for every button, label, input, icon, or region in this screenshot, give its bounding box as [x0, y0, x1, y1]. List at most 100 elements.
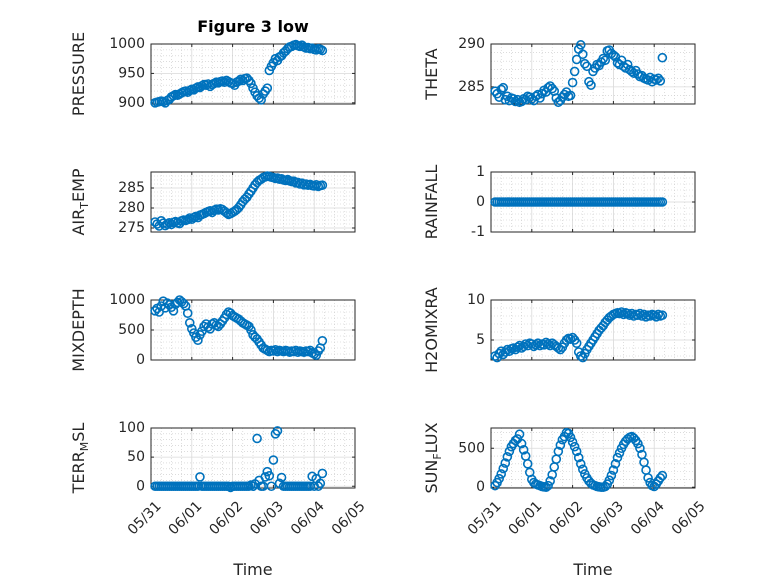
data-point — [565, 90, 576, 101]
data-point — [549, 462, 560, 472]
data-point — [651, 311, 662, 322]
data-point — [520, 339, 531, 349]
series-markers — [150, 171, 328, 231]
y-axis-label: RAINFALL — [422, 165, 441, 240]
data-point — [641, 465, 651, 475]
data-point — [553, 343, 564, 353]
y-tick-label: 500 — [458, 440, 485, 456]
y-tick-label: 950 — [118, 65, 145, 81]
data-point — [643, 473, 653, 483]
data-point — [512, 342, 523, 353]
data-point — [577, 464, 588, 475]
data-point — [655, 473, 666, 483]
data-point — [569, 66, 580, 77]
series-markers — [490, 427, 668, 493]
axes-box — [150, 43, 356, 105]
x-tick-label: 06/05 — [329, 498, 369, 538]
data-point — [547, 83, 558, 94]
data-point — [522, 459, 533, 469]
data-point — [498, 82, 509, 93]
data-point — [233, 76, 244, 86]
data-point — [606, 470, 617, 481]
data-point — [500, 458, 511, 468]
y-tick-label: 290 — [458, 36, 485, 52]
y-axis-label: AIRTEMP — [69, 168, 91, 235]
y-tick-label: 1000 — [109, 292, 145, 308]
data-point — [317, 335, 328, 346]
data-point — [586, 80, 596, 90]
data-point — [252, 433, 262, 444]
data-point — [653, 73, 664, 84]
y-axis-label: PRESSURE — [69, 32, 88, 116]
data-point — [596, 323, 606, 333]
data-point — [496, 84, 507, 95]
x-tick-label: 06/05 — [669, 498, 709, 538]
data-point — [598, 53, 609, 64]
y-tick-label: 285 — [118, 180, 145, 196]
y-tick-label: 285 — [458, 79, 485, 95]
data-point — [272, 426, 283, 436]
data-point — [622, 59, 633, 70]
data-point — [193, 335, 203, 346]
x-tick-label: 06/04 — [628, 498, 668, 538]
data-point — [657, 52, 668, 63]
data-point — [182, 308, 193, 319]
axes-box — [490, 299, 696, 361]
data-point — [195, 472, 205, 482]
y-tick-label: 275 — [118, 220, 145, 236]
data-point — [614, 448, 625, 458]
y-tick-label: 280 — [118, 200, 145, 216]
y-tick-label: 1000 — [109, 36, 145, 52]
data-point — [543, 339, 553, 349]
data-point — [612, 452, 623, 463]
subplot-terr-msl: 05/31 06/01 06/02 06/03 06/04 06/05 0 50 100 TERR… — [69, 420, 369, 579]
y-tick-label: 0 — [136, 352, 145, 368]
data-point — [555, 440, 566, 450]
data-point — [246, 325, 256, 335]
y-tick-label: 50 — [127, 449, 145, 465]
y-tick-label: 10 — [467, 292, 485, 308]
data-point — [571, 54, 582, 65]
data-point — [260, 472, 271, 482]
data-point — [573, 452, 584, 463]
data-point — [571, 446, 582, 457]
y-axis-label: THETA — [422, 48, 441, 100]
data-point — [317, 45, 328, 56]
data-point — [655, 76, 666, 86]
x-tick-label: 06/04 — [288, 498, 328, 538]
data-point — [246, 78, 256, 89]
axes-box — [490, 43, 696, 105]
data-point — [626, 66, 637, 77]
data-point — [553, 446, 564, 457]
data-point — [518, 445, 529, 455]
data-point — [543, 480, 553, 491]
y-axis-label: H2OMIXRA — [422, 287, 441, 373]
data-point — [639, 457, 649, 468]
data-point — [657, 470, 668, 481]
chart-title: Figure 3 low — [197, 17, 309, 36]
data-point — [168, 305, 179, 316]
subplot-air-temp: 275 280 285 AIRTEMP — [69, 168, 356, 236]
x-tick-label: 05/31 — [465, 498, 505, 538]
data-point — [577, 49, 588, 60]
data-point — [315, 478, 326, 489]
y-axis-label: SUNFLUX — [422, 422, 444, 493]
data-point — [510, 96, 521, 107]
data-point — [311, 180, 322, 190]
data-point — [551, 454, 562, 464]
data-point — [565, 432, 576, 443]
y-tick-label: 900 — [118, 95, 145, 111]
axes-box — [150, 171, 356, 233]
y-axis-label: MIXDEPTH — [69, 288, 88, 371]
subplot-h2omixra: 5 10 H2OMIXRA — [422, 287, 696, 373]
series-markers — [150, 426, 328, 493]
y-tick-label: 1 — [476, 164, 485, 180]
data-point — [604, 475, 615, 486]
series-markers — [490, 40, 668, 108]
subplot-pressure: 900 950 1000 PRESSURE Figure 3 low — [69, 17, 356, 116]
data-point — [635, 443, 645, 454]
series-markers — [150, 39, 328, 108]
data-point — [504, 446, 515, 457]
y-tick-label: 0 — [136, 478, 145, 494]
